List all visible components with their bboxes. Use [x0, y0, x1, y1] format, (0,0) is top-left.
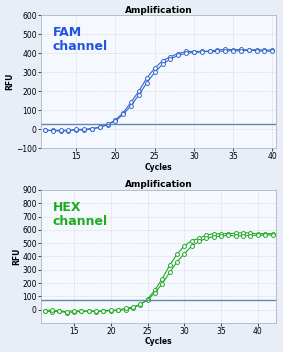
X-axis label: Cycles: Cycles	[145, 338, 172, 346]
X-axis label: Cycles: Cycles	[145, 163, 172, 172]
Title: Amplification: Amplification	[125, 180, 192, 189]
Text: FAM
channel: FAM channel	[53, 26, 108, 53]
Y-axis label: RFU: RFU	[6, 73, 14, 90]
Title: Amplification: Amplification	[125, 6, 192, 14]
Text: HEX
channel: HEX channel	[53, 201, 108, 228]
Y-axis label: RFU: RFU	[12, 248, 21, 265]
